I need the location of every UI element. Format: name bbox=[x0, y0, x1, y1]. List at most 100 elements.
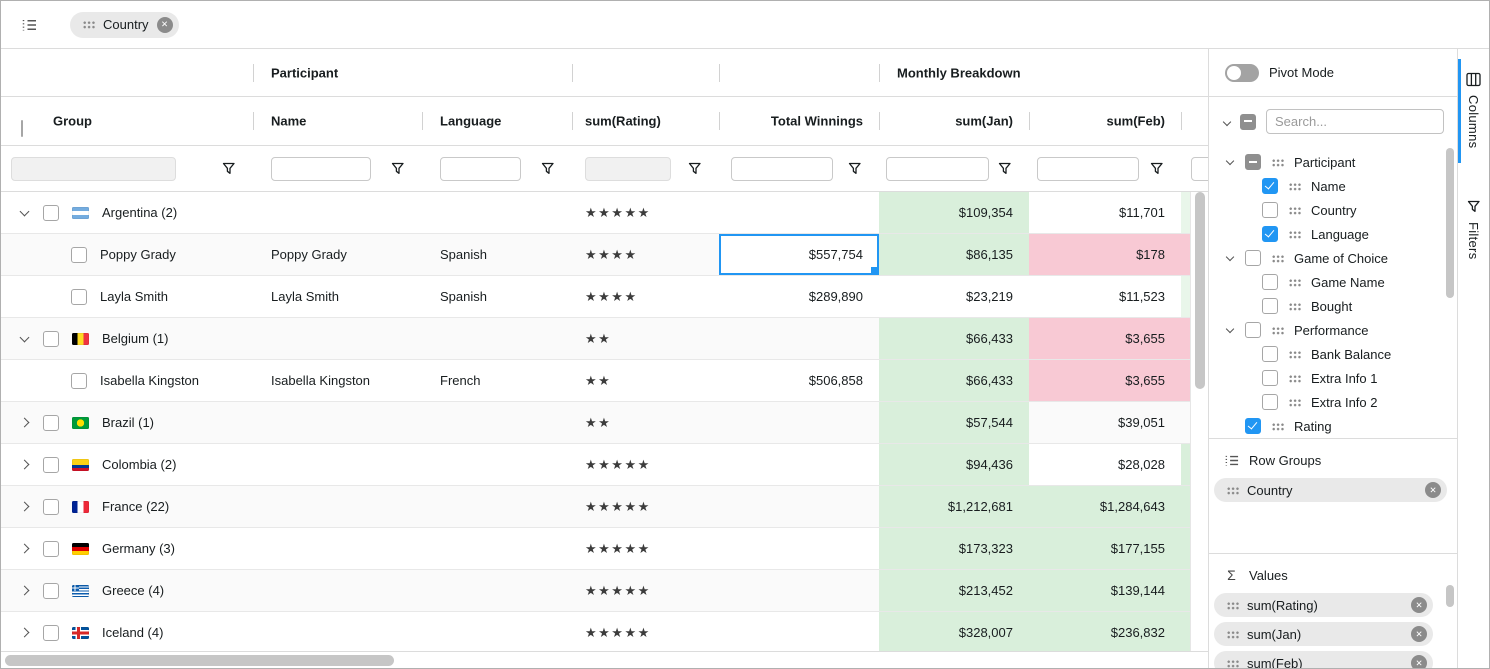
jan-filter-input[interactable] bbox=[886, 157, 989, 181]
group-cell: Argentina (2) bbox=[1, 192, 253, 233]
expand-toggle[interactable] bbox=[19, 543, 30, 554]
row-checkbox[interactable] bbox=[43, 204, 59, 221]
drag-grip-icon[interactable] bbox=[1288, 397, 1301, 407]
column-checkbox[interactable] bbox=[1262, 346, 1278, 362]
row-checkbox[interactable] bbox=[43, 498, 59, 515]
remove-icon[interactable]: ✕ bbox=[1411, 597, 1427, 613]
filter-menu-button[interactable] bbox=[997, 161, 1013, 177]
expand-toggle[interactable] bbox=[19, 206, 30, 216]
name-filter-input[interactable] bbox=[271, 157, 371, 181]
drag-grip-icon[interactable] bbox=[1288, 205, 1301, 215]
column-header-language[interactable]: Language bbox=[440, 113, 502, 129]
filter-menu-button[interactable] bbox=[847, 161, 863, 177]
chip-label: sum(Jan) bbox=[1247, 626, 1302, 642]
select-all-columns-checkbox[interactable] bbox=[1240, 113, 1256, 130]
feb-filter-input[interactable] bbox=[1037, 157, 1139, 181]
column-checkbox[interactable] bbox=[1262, 298, 1278, 314]
column-header-feb[interactable]: sum(Feb) bbox=[1106, 113, 1166, 129]
drag-grip-icon[interactable] bbox=[1288, 181, 1301, 191]
column-header-jan[interactable]: sum(Jan) bbox=[955, 113, 1013, 129]
expand-all-chevron-icon[interactable] bbox=[1222, 117, 1232, 126]
filter-menu-button[interactable] bbox=[1149, 161, 1165, 177]
vertical-scrollbar[interactable] bbox=[1190, 192, 1208, 651]
drag-grip-icon[interactable] bbox=[1288, 277, 1301, 287]
remove-icon[interactable]: ✕ bbox=[156, 16, 173, 33]
chip-sum-feb-[interactable]: sum(Feb) ✕ bbox=[1214, 651, 1433, 668]
row-checkbox[interactable] bbox=[43, 540, 59, 557]
expand-toggle[interactable] bbox=[19, 585, 30, 596]
column-header-name[interactable]: Name bbox=[271, 113, 307, 129]
tree-expand-toggle[interactable] bbox=[1224, 324, 1235, 333]
tree-expand-toggle[interactable] bbox=[1224, 156, 1235, 165]
group-chip-country[interactable]: Country ✕ bbox=[70, 11, 179, 38]
filter-menu-button[interactable] bbox=[540, 161, 556, 177]
chip-label: Country bbox=[103, 17, 149, 32]
drag-grip-icon[interactable] bbox=[1288, 373, 1301, 383]
tree-expand-toggle[interactable] bbox=[1224, 252, 1235, 261]
column-checkbox[interactable] bbox=[1245, 322, 1261, 338]
pivot-mode-toggle[interactable] bbox=[1225, 63, 1259, 82]
select-all-rows-checkbox[interactable] bbox=[21, 120, 23, 137]
drag-grip-icon[interactable] bbox=[1271, 253, 1284, 263]
values-scrollbar-thumb[interactable] bbox=[1446, 585, 1454, 607]
expand-toggle[interactable] bbox=[19, 627, 30, 638]
column-header-group[interactable]: Group bbox=[53, 113, 92, 129]
mar-filter-input[interactable] bbox=[1191, 157, 1208, 181]
horizontal-scrollbar-thumb[interactable] bbox=[5, 655, 394, 666]
header-separator bbox=[572, 63, 573, 82]
expand-toggle[interactable] bbox=[19, 501, 30, 512]
tab-filters[interactable]: Filters bbox=[1458, 187, 1489, 275]
tree-scrollbar-thumb[interactable] bbox=[1446, 148, 1454, 298]
drag-grip-icon[interactable] bbox=[1271, 421, 1284, 431]
jan-cell: $328,007 bbox=[879, 612, 1029, 653]
column-tree-item-extra-info-2: Extra Info 2 bbox=[1209, 390, 1457, 414]
remove-icon[interactable]: ✕ bbox=[1425, 482, 1441, 498]
column-checkbox[interactable] bbox=[1245, 250, 1261, 266]
row-checkbox[interactable] bbox=[43, 414, 59, 431]
chip-country[interactable]: Country ✕ bbox=[1214, 478, 1447, 502]
feb-cell: $39,051 bbox=[1118, 415, 1165, 430]
column-checkbox[interactable] bbox=[1262, 178, 1278, 194]
selected-cell[interactable]: $557,754 bbox=[719, 234, 879, 275]
drag-grip-icon[interactable] bbox=[1288, 349, 1301, 359]
filter-menu-button[interactable] bbox=[687, 161, 703, 177]
row-checkbox[interactable] bbox=[43, 582, 59, 599]
column-header-rating[interactable]: sum(Rating) bbox=[585, 113, 661, 129]
column-checkbox[interactable] bbox=[1262, 370, 1278, 386]
row-checkbox[interactable] bbox=[71, 246, 87, 263]
feb-cell: $28,028 bbox=[1118, 457, 1165, 472]
drag-grip-icon[interactable] bbox=[1271, 157, 1284, 167]
filter-menu-button[interactable] bbox=[221, 161, 237, 177]
row-checkbox[interactable] bbox=[71, 288, 87, 305]
vertical-scrollbar-thumb[interactable] bbox=[1194, 192, 1205, 389]
row-checkbox[interactable] bbox=[43, 456, 59, 473]
language-filter-input[interactable] bbox=[440, 157, 521, 181]
drag-grip-icon[interactable] bbox=[1288, 229, 1301, 239]
column-checkbox[interactable] bbox=[1262, 274, 1278, 290]
column-label: Bought bbox=[1311, 298, 1353, 314]
row-checkbox[interactable] bbox=[43, 330, 59, 347]
remove-icon[interactable]: ✕ bbox=[1411, 655, 1427, 668]
column-header-winnings[interactable]: Total Winnings bbox=[770, 113, 863, 129]
winnings-filter-input[interactable] bbox=[731, 157, 833, 181]
column-checkbox[interactable] bbox=[1245, 418, 1261, 434]
column-checkbox[interactable] bbox=[1262, 202, 1278, 218]
drag-grip-icon[interactable] bbox=[1288, 301, 1301, 311]
column-checkbox[interactable] bbox=[1262, 226, 1278, 242]
expand-toggle[interactable] bbox=[19, 417, 30, 428]
chip-sum-jan-[interactable]: sum(Jan) ✕ bbox=[1214, 622, 1433, 646]
tab-columns[interactable]: Columns bbox=[1458, 59, 1489, 163]
remove-icon[interactable]: ✕ bbox=[1411, 626, 1427, 642]
column-search-input[interactable] bbox=[1266, 109, 1444, 134]
filter-menu-button[interactable] bbox=[390, 161, 406, 177]
row-checkbox[interactable] bbox=[43, 624, 59, 641]
column-checkbox[interactable] bbox=[1245, 154, 1261, 170]
chip-sum-rating-[interactable]: sum(Rating) ✕ bbox=[1214, 593, 1433, 617]
row-groups-title: Row Groups bbox=[1249, 452, 1322, 468]
expand-toggle[interactable] bbox=[19, 332, 30, 342]
row-checkbox[interactable] bbox=[71, 372, 87, 389]
horizontal-scrollbar[interactable] bbox=[1, 651, 1208, 668]
column-checkbox[interactable] bbox=[1262, 394, 1278, 410]
drag-grip-icon[interactable] bbox=[1271, 325, 1284, 335]
expand-toggle[interactable] bbox=[19, 459, 30, 470]
